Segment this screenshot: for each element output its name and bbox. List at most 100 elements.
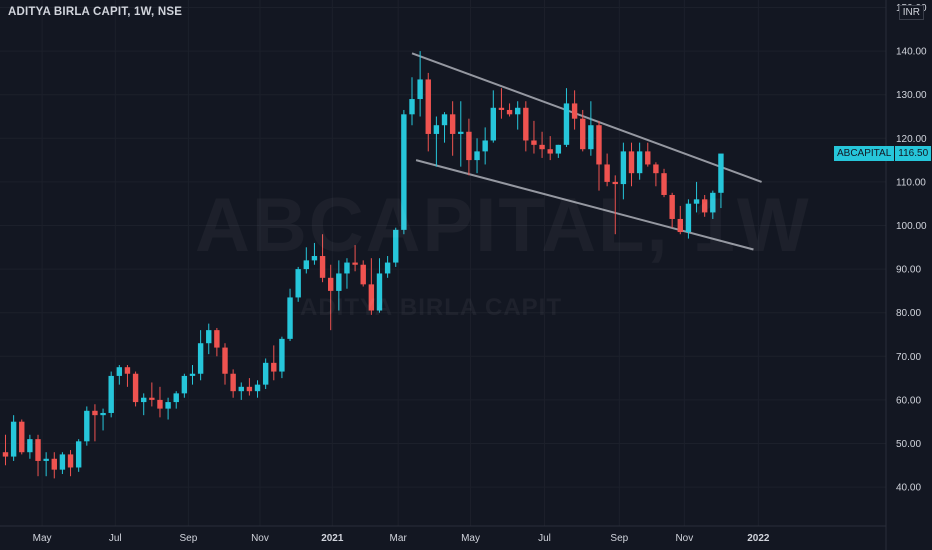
candle <box>401 109 407 235</box>
candle-body <box>506 109 513 115</box>
trendline[interactable] <box>411 52 762 183</box>
candle-body <box>189 373 196 376</box>
candle <box>157 386 163 418</box>
grid <box>0 0 886 526</box>
candle-body <box>693 199 700 204</box>
candle <box>295 266 301 302</box>
candle-body <box>27 439 33 453</box>
candle <box>35 434 41 477</box>
candle <box>645 142 651 167</box>
candle-body <box>181 375 188 394</box>
candle <box>628 142 635 187</box>
x-tick-label: Nov <box>675 533 693 544</box>
candle <box>51 452 57 479</box>
candle <box>303 247 310 274</box>
candle <box>612 175 618 235</box>
candle-body <box>596 125 602 165</box>
candle <box>604 153 610 187</box>
candle <box>108 371 114 418</box>
candle-body <box>604 164 610 182</box>
name-watermark: ADITYA BIRLA CAPIT <box>300 294 562 322</box>
candle-body <box>132 373 139 403</box>
candle-body <box>206 330 212 344</box>
y-tick-label: 140.00 <box>896 47 927 58</box>
candle-body <box>449 114 456 134</box>
candle-body <box>523 107 529 141</box>
candle-body <box>620 151 627 185</box>
candle-body <box>474 151 480 161</box>
candle-body <box>710 192 716 213</box>
candle <box>620 142 627 200</box>
candle-body <box>59 454 66 470</box>
candle <box>669 192 675 228</box>
candle <box>336 260 342 311</box>
candle-body <box>718 153 724 193</box>
candle <box>2 434 9 466</box>
time-axis: May Jul Sep Nov 2021 Mar May Jul Sep Nov 2022 <box>33 533 770 544</box>
candle-body <box>628 151 635 174</box>
candle-body <box>539 144 545 150</box>
y-tick-label: 60.00 <box>896 395 921 406</box>
candle-body <box>100 412 106 416</box>
candle-body <box>368 284 375 311</box>
currency-badge[interactable]: INR <box>898 5 924 20</box>
candle <box>425 72 431 152</box>
candle-body <box>498 107 505 110</box>
candle-body <box>287 297 293 339</box>
candle <box>555 144 562 158</box>
y-tick-label: 110.00 <box>896 177 926 188</box>
y-tick-label: 90.00 <box>896 265 921 276</box>
candle <box>409 77 415 126</box>
candle-body <box>531 140 537 145</box>
candle <box>466 118 472 176</box>
candle-body <box>271 362 277 372</box>
trendline[interactable] <box>415 159 754 251</box>
candle-body <box>84 410 90 442</box>
candle-body <box>401 114 407 230</box>
candle <box>563 88 570 148</box>
candle <box>10 415 17 461</box>
candle-body <box>393 229 399 263</box>
candle-body <box>149 397 155 400</box>
candle-body <box>254 384 261 392</box>
y-tick-label: 120.00 <box>896 134 927 145</box>
candle <box>677 205 683 235</box>
candle-body <box>612 181 618 185</box>
candle-body <box>43 458 49 461</box>
candle-body <box>230 373 236 392</box>
candle <box>523 101 529 152</box>
candle <box>214 327 220 357</box>
last-price-symbol: ABCAPITAL <box>834 146 896 162</box>
y-tick-label: 40.00 <box>896 483 921 494</box>
candle <box>311 242 318 265</box>
candle-body <box>669 194 675 219</box>
candle-body <box>555 144 562 154</box>
candle-body <box>311 256 318 261</box>
candle-body <box>571 103 578 119</box>
candle <box>506 103 513 117</box>
candle <box>490 90 496 143</box>
candle <box>482 127 488 165</box>
candle-body <box>124 367 131 374</box>
candle-body <box>482 140 488 152</box>
candle <box>84 406 90 446</box>
candle-body <box>303 260 310 270</box>
candle-body <box>165 402 171 409</box>
x-tick-label: Nov <box>251 533 269 544</box>
candle-body <box>92 410 98 416</box>
candle <box>287 288 293 342</box>
candle-body <box>214 330 220 348</box>
candle <box>67 450 74 477</box>
candle <box>27 434 33 459</box>
candle <box>368 258 375 315</box>
candle <box>181 373 188 398</box>
candle-body <box>645 151 651 165</box>
candle <box>344 258 350 289</box>
candle <box>230 369 236 398</box>
candle-body <box>279 338 285 372</box>
candle <box>43 452 49 477</box>
x-tick-label: Jul <box>109 533 122 544</box>
candle-body <box>409 99 415 115</box>
candle <box>449 101 456 156</box>
